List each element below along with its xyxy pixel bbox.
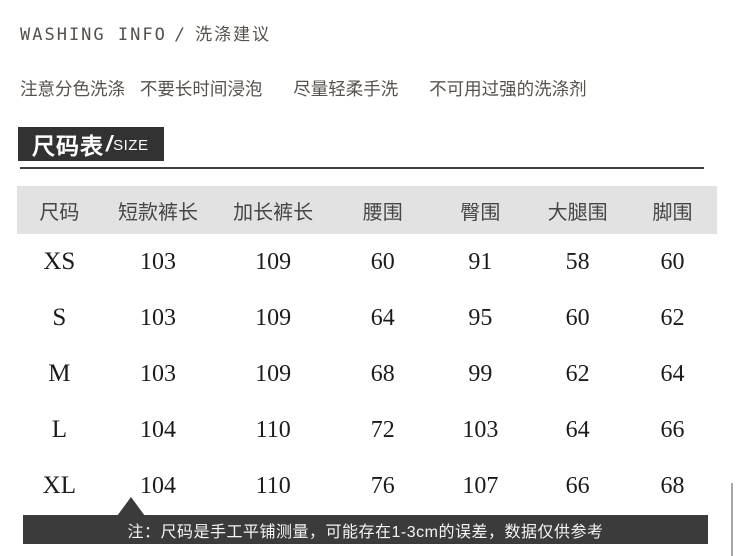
value-cell: 107: [462, 472, 499, 499]
value-cell: 64: [565, 416, 590, 443]
size-table-header-row: 尺码 短款裤长 加长裤长 腰围 臀围 大腿围 脚围: [17, 186, 717, 234]
value-cell: 62: [565, 360, 590, 387]
table-row: L 104 110 72 103 64 66: [17, 402, 717, 458]
column-header-leg-opening: 脚围: [628, 186, 717, 234]
washing-heading-en: WASHING INFO: [20, 25, 167, 45]
size-cell: L: [51, 416, 67, 443]
size-chart-badge-divider: /: [106, 131, 113, 156]
table-row: XS 103 109 60 91 58 60: [17, 234, 717, 290]
value-cell: 60: [660, 248, 685, 275]
washing-heading-cn: 洗涤建议: [195, 25, 272, 45]
table-row: M 103 109 68 99 62 64: [17, 346, 717, 402]
value-cell: 60: [565, 304, 590, 331]
measurement-note-bar: 注：尺码是手工平铺测量，可能存在1-3cm的误差，数据仅供参考: [23, 515, 708, 544]
value-cell: 58: [565, 248, 590, 275]
value-cell: 109: [255, 304, 292, 331]
washing-info-heading: WASHING INFO / 洗涤建议: [20, 20, 271, 45]
value-cell: 109: [255, 248, 292, 275]
size-cell: M: [48, 360, 71, 387]
value-cell: 104: [140, 472, 177, 499]
size-chart-badge: 尺码表 / SIZE: [18, 127, 165, 161]
column-header-long-length: 加长裤长: [214, 186, 332, 234]
washing-tip: 注意分色洗涤: [20, 79, 125, 99]
washing-tip: 不可用过强的洗涤剂: [429, 79, 587, 99]
value-cell: 110: [255, 472, 291, 499]
value-cell: 103: [462, 416, 499, 443]
value-cell: 68: [660, 472, 685, 499]
value-cell: 68: [370, 360, 395, 387]
table-row: S 103 109 64 95 60 62: [17, 290, 717, 346]
value-cell: 91: [468, 248, 493, 275]
value-cell: 66: [565, 472, 590, 499]
washing-tips: 注意分色洗涤 不要长时间浸泡 尽量轻柔手洗 不可用过强的洗涤剂: [20, 76, 587, 101]
right-edge-divider: [731, 483, 733, 556]
size-cell: XL: [42, 472, 76, 499]
column-header-waist: 腰围: [331, 186, 434, 234]
value-cell: 109: [255, 360, 292, 387]
column-header-hip: 臀围: [433, 186, 528, 234]
size-cell: S: [52, 304, 67, 331]
value-cell: 76: [370, 472, 395, 499]
value-cell: 62: [660, 304, 685, 331]
value-cell: 64: [370, 304, 395, 331]
value-cell: 95: [468, 304, 493, 331]
table-row: XL 104 110 76 107 66 68: [17, 458, 717, 514]
size-cell: XS: [43, 248, 76, 275]
horizontal-divider: [20, 167, 704, 169]
value-cell: 99: [468, 360, 493, 387]
column-header-size: 尺码: [17, 186, 102, 234]
washing-heading-divider: /: [174, 25, 188, 45]
size-table: 尺码 短款裤长 加长裤长 腰围 臀围 大腿围 脚围 XS 103 109 60 …: [17, 186, 717, 514]
note-pointer-triangle: [117, 497, 145, 516]
value-cell: 66: [660, 416, 685, 443]
column-header-thigh: 大腿围: [527, 186, 629, 234]
size-chart-badge-title-cn: 尺码表: [32, 133, 104, 159]
washing-tip: 尽量轻柔手洗: [293, 79, 399, 99]
measurement-note-text: 注：尺码是手工平铺测量，可能存在1-3cm的误差，数据仅供参考: [127, 523, 604, 541]
value-cell: 103: [140, 248, 177, 275]
value-cell: 103: [140, 360, 177, 387]
value-cell: 72: [370, 416, 395, 443]
value-cell: 64: [660, 360, 685, 387]
value-cell: 110: [255, 416, 291, 443]
value-cell: 60: [370, 248, 395, 275]
value-cell: 104: [140, 416, 177, 443]
washing-tip: 不要长时间浸泡: [139, 79, 263, 99]
value-cell: 103: [140, 304, 177, 331]
size-chart-badge-title-en: SIZE: [113, 137, 149, 154]
column-header-short-length: 短款裤长: [101, 186, 215, 234]
